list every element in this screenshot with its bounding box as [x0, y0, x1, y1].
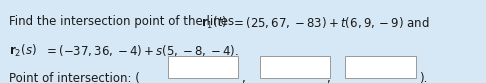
Text: ,: ,	[327, 72, 330, 83]
Text: ,: ,	[241, 72, 245, 83]
Text: $= (25, 67, -83) + t(6, 9, -9)$ and: $= (25, 67, -83) + t(6, 9, -9)$ and	[231, 15, 430, 30]
FancyBboxPatch shape	[260, 56, 330, 78]
FancyBboxPatch shape	[345, 56, 416, 78]
Text: Point of intersection: (: Point of intersection: (	[9, 72, 139, 83]
Text: ).: ).	[419, 72, 427, 83]
Text: $= (-37, 36, -4) + s(5, -8, -4).$: $= (-37, 36, -4) + s(5, -8, -4).$	[44, 43, 239, 58]
Text: $\mathbf{r}_1(t)$: $\mathbf{r}_1(t)$	[201, 15, 227, 31]
FancyBboxPatch shape	[168, 56, 238, 78]
Text: Find the intersection point of the lines: Find the intersection point of the lines	[9, 15, 238, 28]
Text: $\mathbf{r}_2(s)$: $\mathbf{r}_2(s)$	[9, 43, 36, 59]
